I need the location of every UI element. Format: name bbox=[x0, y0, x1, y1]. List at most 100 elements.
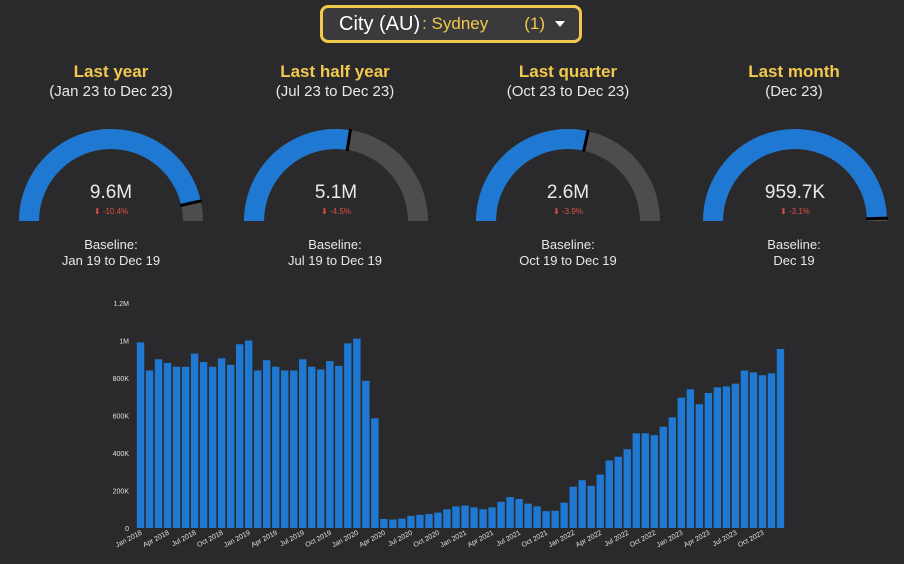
bar bbox=[199, 362, 208, 528]
x-tick-label: Apr 2022 bbox=[575, 530, 603, 550]
bar bbox=[253, 370, 262, 528]
bar bbox=[190, 353, 199, 528]
x-tick-label: Jul 2020 bbox=[387, 530, 414, 549]
bar bbox=[416, 514, 424, 528]
period-range: (Jul 23 to Dec 23) bbox=[275, 83, 395, 100]
x-tick-label: Oct 2023 bbox=[737, 530, 765, 550]
period-header-year: Last year (Jan 23 to Dec 23) bbox=[11, 62, 211, 102]
gauge-value: 2.6M bbox=[546, 182, 590, 203]
period-title: Last month bbox=[748, 62, 840, 81]
period-header-half-year: Last half year (Jul 23 to Dec 23) bbox=[235, 62, 435, 102]
bar bbox=[677, 397, 686, 528]
bar bbox=[136, 342, 145, 528]
bar bbox=[371, 418, 379, 528]
bar bbox=[515, 498, 523, 528]
y-tick-label: 200K bbox=[113, 489, 130, 496]
bar bbox=[317, 369, 325, 528]
bar bbox=[722, 386, 731, 528]
period-title: Last quarter bbox=[518, 62, 618, 81]
y-tick-label: 400K bbox=[113, 451, 130, 458]
baseline-label: Baseline: bbox=[767, 237, 821, 252]
bar bbox=[407, 515, 415, 528]
gauge-baseline-marker bbox=[582, 129, 590, 153]
bar bbox=[740, 370, 749, 528]
gauge-baseline-marker bbox=[179, 199, 203, 207]
baseline-half-year: Baseline: Jul 19 to Dec 19 bbox=[235, 237, 435, 269]
bar bbox=[299, 359, 307, 528]
bar bbox=[650, 435, 658, 528]
x-tick-label: Apr 2020 bbox=[358, 530, 386, 550]
bar bbox=[551, 510, 559, 528]
gauge-last-quarter: 2.6M ⬇ -3.9% bbox=[475, 128, 661, 226]
bar bbox=[281, 370, 289, 528]
gauge-fill bbox=[244, 129, 351, 221]
bar bbox=[235, 344, 244, 528]
y-tick-label: 1M bbox=[119, 339, 129, 346]
baseline-label: Baseline: bbox=[84, 237, 138, 252]
x-tick-label: Jul 2021 bbox=[495, 530, 522, 549]
bar bbox=[542, 511, 550, 528]
y-tick-label: 0 bbox=[125, 526, 129, 533]
baseline-range: Jul 19 to Dec 19 bbox=[288, 253, 382, 268]
gauge-change: ⬇ -3.9% bbox=[553, 207, 583, 216]
x-tick-label: Oct 2018 bbox=[196, 530, 224, 550]
bar bbox=[569, 486, 577, 528]
baseline-range: Dec 19 bbox=[773, 253, 815, 268]
bar bbox=[443, 509, 451, 528]
bar bbox=[524, 503, 532, 528]
bar bbox=[380, 519, 388, 528]
period-range: (Oct 23 to Dec 23) bbox=[506, 83, 630, 100]
bar bbox=[695, 404, 704, 528]
bar bbox=[614, 456, 622, 528]
bar bbox=[226, 364, 235, 528]
bar bbox=[326, 361, 334, 528]
bar bbox=[398, 518, 406, 528]
filter-label: City (AU) bbox=[339, 12, 421, 35]
x-tick-label: Oct 2020 bbox=[413, 530, 441, 550]
bar bbox=[506, 497, 514, 528]
period-title: Last year bbox=[73, 62, 149, 81]
bar bbox=[208, 366, 217, 528]
x-tick-label: Jul 2019 bbox=[279, 530, 306, 549]
bar bbox=[308, 366, 316, 528]
y-tick-label: 600K bbox=[113, 414, 130, 421]
filter-value: : Sydney bbox=[422, 14, 489, 33]
gauge-last-month: 959.7K ⬇ -3.1% bbox=[702, 128, 888, 226]
bar bbox=[263, 360, 271, 528]
bar bbox=[587, 485, 595, 528]
bar bbox=[758, 375, 767, 528]
x-tick-label: Apr 2019 bbox=[250, 530, 278, 550]
x-tick-label: Jul 2023 bbox=[712, 530, 739, 549]
bar bbox=[172, 366, 181, 528]
gauge-fill bbox=[703, 128, 887, 221]
bar bbox=[596, 474, 604, 528]
gauge-baseline-marker bbox=[345, 128, 353, 152]
baseline-range: Jan 19 to Dec 19 bbox=[61, 253, 161, 268]
baseline-year: Baseline: Jan 19 to Dec 19 bbox=[11, 237, 211, 269]
bar bbox=[217, 358, 226, 528]
bar bbox=[776, 348, 785, 528]
caret-down-icon bbox=[555, 21, 565, 27]
gauge-arc bbox=[19, 129, 203, 221]
gauge-arc bbox=[703, 128, 888, 221]
y-tick-label: 1.2M bbox=[113, 301, 129, 308]
x-tick-label: Jul 2022 bbox=[604, 530, 631, 549]
x-tick-label: Apr 2023 bbox=[683, 530, 711, 550]
gauge-value: 959.7K bbox=[764, 182, 826, 203]
period-title: Last half year bbox=[280, 62, 390, 81]
gauge-fill bbox=[19, 129, 201, 221]
x-tick-label: Apr 2021 bbox=[467, 530, 495, 550]
bar bbox=[605, 460, 613, 528]
bar bbox=[154, 359, 163, 528]
city-filter-dropdown[interactable]: City (AU) : Sydney (1) bbox=[320, 5, 582, 43]
bar bbox=[668, 417, 677, 528]
bar bbox=[659, 426, 668, 528]
bar bbox=[578, 480, 586, 528]
bar bbox=[560, 502, 568, 528]
bar bbox=[731, 383, 740, 528]
gauge-baseline-marker bbox=[865, 216, 888, 221]
baseline-range: Oct 19 to Dec 19 bbox=[519, 253, 617, 268]
bar bbox=[244, 340, 253, 528]
bar bbox=[335, 365, 343, 528]
